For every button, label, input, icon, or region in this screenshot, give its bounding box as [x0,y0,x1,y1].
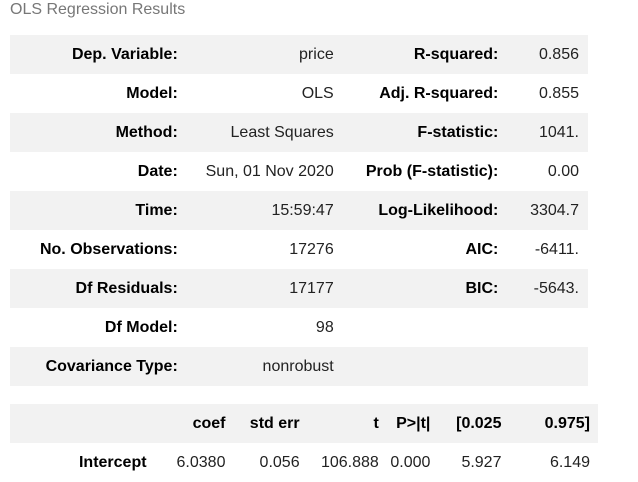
column-header: coef [146,404,226,443]
column-header: P>|t| [378,404,431,443]
summary-value: 0.856 [498,35,588,74]
summary-row: Date: Sun, 01 Nov 2020 Prob (F-statistic… [10,152,588,191]
table-caption: OLS Regression Results [10,1,186,18]
summary-key: F-statistic: [333,113,499,152]
summary-key: Log-Likelihood: [333,191,499,230]
coefficients-header-row: coef std err t P>|t| [0.025 0.975] [10,404,598,443]
summary-value: price [177,35,334,74]
summary-key [333,347,499,386]
summary-value [498,308,588,347]
column-header: 0.975] [501,404,598,443]
summary-value: Sun, 01 Nov 2020 [205,162,334,180]
p-value: 0.000 [390,453,431,471]
summary-row: Df Residuals: 17177 BIC: -5643. [10,269,588,308]
summary-row: Time: 15:59:47 Log-Likelihood: 3304.7 [10,191,588,230]
summary-row: Df Model: 98 [10,308,588,347]
summary-value: 98 [315,318,334,336]
summary-value: 15:59:47 [177,191,334,230]
summary-value: 17276 [289,240,334,258]
model-summary-table: Dep. Variable: price R-squared: 0.856 Mo… [10,35,588,386]
summary-key: Method: [10,113,178,152]
coefficients-table: coef std err t P>|t| [0.025 0.975] Inter… [10,404,598,482]
coefficient-name: Intercept [78,453,147,471]
t-value: 106.888 [320,453,379,471]
column-header: [0.025 [430,404,502,443]
summary-row: Model: OLS Adj. R-squared: 0.855 [10,74,588,113]
summary-key: Df Model: [104,318,178,336]
summary-key: Adj. R-squared: [379,84,499,102]
summary-row: Covariance Type: nonrobust [10,347,588,386]
summary-key: Dep. Variable: [10,35,178,74]
summary-value: 0.00 [547,162,579,180]
summary-key: Df Residuals: [10,269,178,308]
summary-key: Time: [10,191,178,230]
summary-row: Dep. Variable: price R-squared: 0.856 [10,35,588,74]
summary-key: Date: [137,162,178,180]
summary-value: -5643. [498,269,588,308]
summary-key: AIC: [465,240,499,258]
summary-value: OLS [301,84,334,102]
summary-value: 1041. [498,113,588,152]
summary-value: Least Squares [177,113,334,152]
summary-key: R-squared: [333,35,499,74]
summary-key [334,308,499,347]
summary-value: 0.855 [538,84,579,102]
summary-row: Method: Least Squares F-statistic: 1041. [10,113,588,152]
summary-key: Covariance Type: [10,347,178,386]
ci-upper-value: 6.149 [549,453,590,471]
summary-key: BIC: [333,269,499,308]
std-err-value: 0.056 [259,453,300,471]
summary-value: 17177 [177,269,334,308]
column-header: std err [225,404,300,443]
summary-value [498,347,588,386]
summary-value: -6411. [534,240,579,258]
summary-value: 3304.7 [498,191,588,230]
column-header: t [299,404,379,443]
summary-key: No. Observations: [39,240,178,258]
summary-row: No. Observations: 17276 AIC: -6411. [10,230,588,269]
summary-value: nonrobust [177,347,334,386]
ci-lower-value: 5.927 [461,453,502,471]
column-header [10,404,147,443]
coef-value: 6.0380 [176,453,226,471]
summary-key: Prob (F-statistic): [365,162,499,180]
summary-key: Model: [126,84,178,102]
coefficient-row: Intercept 6.0380 0.056 106.888 0.000 5.9… [10,443,598,482]
